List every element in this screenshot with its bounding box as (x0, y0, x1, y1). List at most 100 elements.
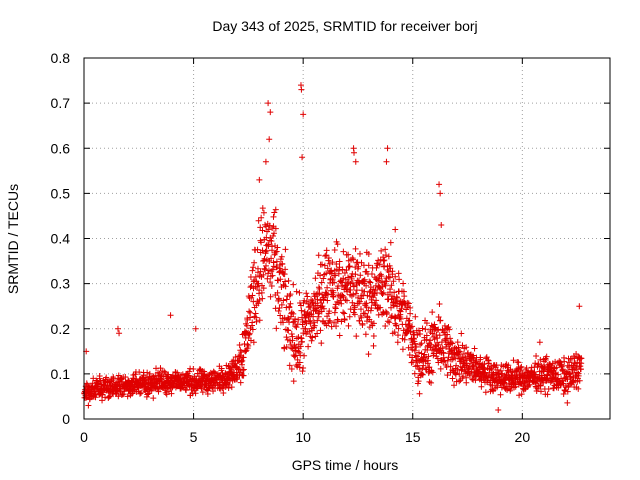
data-point (304, 293, 311, 300)
data-point (345, 322, 352, 329)
data-point (282, 278, 289, 285)
data-point (267, 293, 274, 300)
data-point (319, 291, 326, 298)
data-point (254, 265, 261, 272)
data-point (396, 276, 403, 283)
data-point (323, 290, 330, 297)
data-point (552, 370, 559, 377)
y-tick-label: 0.7 (51, 95, 71, 111)
data-point (355, 263, 362, 270)
data-point (471, 345, 478, 352)
data-point (356, 317, 363, 324)
data-point (361, 276, 368, 283)
data-point (167, 312, 174, 319)
data-point (504, 387, 511, 394)
data-point (273, 248, 280, 255)
data-point (249, 326, 256, 333)
data-point (548, 364, 555, 371)
y-tick-label: 0.1 (51, 366, 71, 382)
data-point (423, 332, 430, 339)
ticks-layer: 0 0.1 0.2 0.3 0.4 0.5 0.6 0.7 0.8 0 5 10 15 20 (51, 50, 610, 445)
data-point (210, 369, 217, 376)
data-point (391, 329, 398, 336)
data-point (537, 382, 544, 389)
data-point (240, 366, 247, 373)
data-point (407, 310, 414, 317)
data-point (387, 239, 394, 246)
data-point (557, 381, 564, 388)
data-point (353, 333, 360, 340)
data-point (250, 264, 257, 271)
data-point (358, 295, 365, 302)
data-point (314, 296, 321, 303)
data-point (204, 391, 211, 398)
data-point (560, 368, 567, 375)
data-point (323, 270, 330, 277)
y-tick-label: 0.4 (51, 231, 71, 247)
data-point (385, 253, 392, 260)
data-point (388, 282, 395, 289)
data-point (428, 379, 435, 386)
data-point (407, 304, 414, 311)
data-point (443, 363, 450, 370)
data-point (344, 274, 351, 281)
data-point (280, 319, 287, 326)
data-point (384, 145, 391, 152)
data-point (438, 339, 445, 346)
data-point (535, 360, 542, 367)
data-point (228, 384, 235, 391)
data-point (278, 301, 285, 308)
data-point (290, 310, 297, 317)
data-point (270, 213, 277, 220)
data-point (543, 353, 550, 360)
data-point (289, 337, 296, 344)
data-point (370, 320, 377, 327)
data-point (272, 225, 279, 232)
data-point (451, 382, 458, 389)
data-point (288, 366, 295, 373)
data-point (265, 100, 272, 107)
data-point (402, 321, 409, 328)
data-point (418, 340, 425, 347)
data-point (259, 295, 266, 302)
data-point (236, 357, 243, 364)
data-point (553, 364, 560, 371)
data-point (403, 306, 410, 313)
data-point (416, 390, 423, 397)
data-point (259, 205, 266, 212)
data-point (249, 319, 256, 326)
data-point (272, 206, 279, 213)
data-point (469, 376, 476, 383)
data-point (537, 388, 544, 395)
data-point (365, 262, 372, 269)
data-point (544, 391, 551, 398)
data-point (341, 310, 348, 317)
data-point (262, 250, 269, 257)
data-point (459, 354, 466, 361)
data-point (384, 318, 391, 325)
data-point (383, 278, 390, 285)
data-point (352, 290, 359, 297)
data-point (368, 299, 375, 306)
data-point (365, 251, 372, 258)
data-point (317, 327, 324, 334)
data-point (287, 291, 294, 298)
data-point (306, 328, 313, 335)
data-point (299, 368, 306, 375)
data-point (247, 284, 254, 291)
data-point (218, 365, 225, 372)
data-point (317, 297, 324, 304)
data-point (409, 354, 416, 361)
grid-layer (84, 58, 610, 419)
data-point (340, 309, 347, 316)
data-point (199, 389, 206, 396)
data-point (397, 315, 404, 322)
data-point (456, 371, 463, 378)
data-point (99, 397, 106, 404)
data-point (394, 332, 401, 339)
data-point (449, 375, 456, 382)
data-point (308, 337, 315, 344)
data-point (295, 334, 302, 341)
data-point (380, 289, 387, 296)
data-point (282, 266, 289, 273)
